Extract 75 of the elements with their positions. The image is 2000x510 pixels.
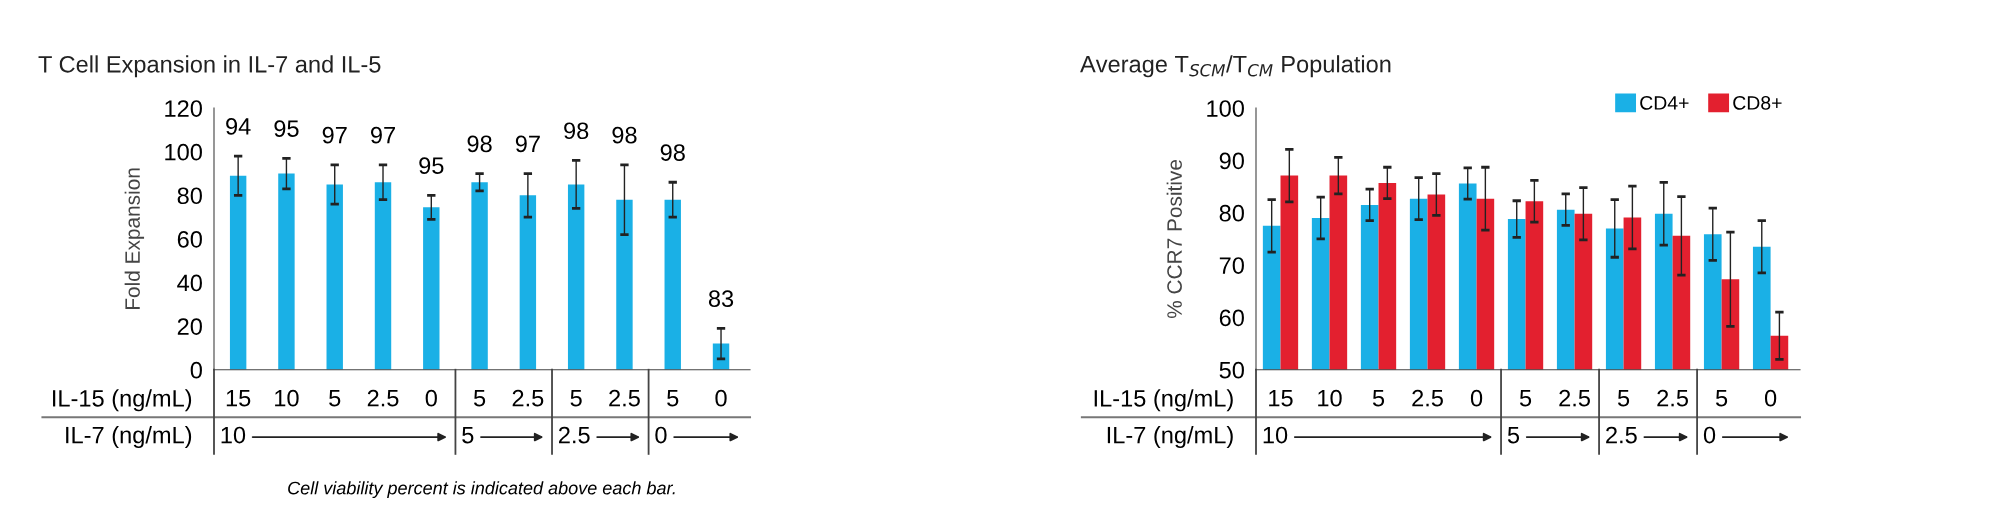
bar	[326, 184, 343, 370]
x-tick-label: 2.5	[1657, 389, 1688, 407]
x-tick-label: 15	[1269, 390, 1293, 407]
chart-title: Average T$_{SCM}$/T$_{CM}$ Population	[1080, 55, 1391, 78]
text: IL-7 (ng/mL)	[1107, 426, 1233, 449]
annotation: 98	[612, 126, 637, 144]
text: IL-7 (ng/mL)	[66, 426, 192, 449]
annotation: 97	[370, 126, 395, 144]
text: 0	[655, 426, 667, 444]
y-tick-label: 100	[1207, 100, 1244, 117]
annotation: 97	[515, 135, 540, 153]
annotation: 98	[660, 144, 685, 161]
x-tick-label: 0	[715, 389, 727, 407]
x-tick-label: 5	[1519, 390, 1532, 407]
y-tick-label: 120	[165, 100, 202, 117]
x-tick-label: 5	[1617, 390, 1630, 407]
bar	[519, 195, 537, 370]
y-tick-label: 100	[165, 143, 202, 161]
y-tick-label: 60	[177, 231, 202, 248]
text: 2.5	[1606, 426, 1637, 444]
annotation: 95	[274, 120, 299, 137]
bar	[423, 207, 440, 370]
bar	[567, 184, 585, 370]
x-tick-label: 5	[329, 390, 341, 407]
annotation: 98	[564, 122, 589, 140]
x-tick-label: 5	[667, 390, 679, 407]
x-tick-label: 5	[473, 390, 486, 407]
text: Cell viability percent is indicated above each bar.	[288, 481, 675, 499]
x-tick-label: 2.5	[512, 389, 544, 407]
x-tick-label: 0	[425, 389, 437, 407]
y-tick-label: 80	[177, 187, 202, 205]
bar	[278, 173, 295, 370]
x-tick-label: 2.5	[1559, 389, 1590, 407]
x-tick-label: 2.5	[609, 389, 640, 407]
y-tick-label: 0	[190, 361, 202, 379]
chart-title: T Cell Expansion in IL-7 and IL-5	[38, 55, 381, 78]
x-tick-label: 10	[275, 389, 299, 407]
y-tick-label: 50	[1219, 361, 1244, 379]
bar	[471, 182, 488, 370]
y-tick-label: 90	[1219, 152, 1244, 170]
x-tick-label: 15	[226, 390, 251, 407]
text: IL-15 (ng/mL)	[53, 389, 192, 412]
y-tick-label: 40	[177, 274, 202, 292]
y-tick-label: 60	[1219, 309, 1244, 327]
x-tick-label: 0	[1470, 389, 1483, 407]
x-tick-label: 5	[1715, 390, 1728, 407]
bar	[374, 182, 392, 370]
text: 10	[221, 426, 246, 444]
x-tick-label: 5	[570, 390, 582, 407]
text: 0	[1703, 426, 1716, 444]
bar	[229, 175, 247, 370]
x-tick-label: 10	[1318, 389, 1342, 407]
annotation: 83	[708, 290, 734, 307]
annotation: 95	[419, 157, 444, 174]
annotation: 94	[226, 118, 251, 135]
x-tick-label: 0	[1764, 389, 1777, 407]
y-tick-label: 20	[177, 318, 202, 335]
text: 5	[1507, 426, 1520, 444]
y-tick-label: 70	[1219, 257, 1244, 274]
text: 5	[462, 426, 474, 444]
y-axis-title: Fold Expansion	[124, 168, 145, 310]
text: 10	[1263, 426, 1288, 444]
text: IL-15 (ng/mL)	[1094, 389, 1233, 412]
legend-label: CD4+	[1640, 96, 1689, 110]
y-tick-label: 80	[1219, 204, 1244, 222]
legend-label: CD8+	[1733, 96, 1782, 110]
annotation: 97	[322, 126, 347, 144]
text: 2.5	[559, 426, 590, 444]
x-tick-label: 5	[1372, 390, 1385, 407]
bar	[664, 199, 681, 370]
x-tick-label: 2.5	[1412, 389, 1443, 407]
y-axis-title: % CCR7 Positive	[1166, 159, 1182, 319]
annotation: 98	[467, 135, 492, 153]
x-tick-label: 2.5	[367, 389, 399, 407]
bar	[616, 199, 633, 370]
